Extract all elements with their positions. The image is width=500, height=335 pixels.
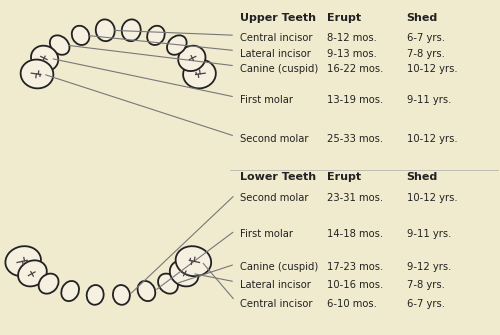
Text: Erupt: Erupt	[327, 173, 361, 183]
Text: Second molar: Second molar	[240, 193, 308, 203]
Ellipse shape	[122, 19, 141, 41]
Ellipse shape	[113, 285, 130, 305]
Text: 7-8 yrs.: 7-8 yrs.	[406, 49, 445, 59]
Ellipse shape	[147, 26, 164, 45]
Ellipse shape	[38, 274, 58, 294]
Text: 10-12 yrs.: 10-12 yrs.	[406, 134, 457, 144]
Text: 9-11 yrs.: 9-11 yrs.	[406, 95, 451, 105]
Text: 9-13 mos.: 9-13 mos.	[327, 49, 377, 59]
Ellipse shape	[96, 19, 114, 41]
Text: 9-11 yrs.: 9-11 yrs.	[406, 228, 451, 239]
Text: 6-7 yrs.: 6-7 yrs.	[406, 299, 445, 309]
Ellipse shape	[18, 260, 47, 286]
Text: Erupt: Erupt	[327, 13, 361, 23]
Ellipse shape	[178, 46, 206, 71]
Text: Lower Teeth: Lower Teeth	[240, 173, 316, 183]
Ellipse shape	[6, 246, 41, 276]
Ellipse shape	[158, 274, 178, 294]
Ellipse shape	[138, 281, 156, 301]
Text: 13-19 mos.: 13-19 mos.	[327, 95, 384, 105]
Text: 25-33 mos.: 25-33 mos.	[327, 134, 383, 144]
Text: 14-18 mos.: 14-18 mos.	[327, 228, 383, 239]
Ellipse shape	[31, 46, 58, 71]
Text: Shed: Shed	[406, 13, 438, 23]
Text: 8-12 mos.: 8-12 mos.	[327, 33, 377, 43]
Text: 17-23 mos.: 17-23 mos.	[327, 262, 384, 272]
Text: 6-7 yrs.: 6-7 yrs.	[406, 33, 445, 43]
Text: Lateral incisor: Lateral incisor	[240, 280, 311, 290]
Text: Shed: Shed	[406, 173, 438, 183]
Text: Central incisor: Central incisor	[240, 299, 312, 309]
Ellipse shape	[72, 26, 90, 45]
Text: 6-10 mos.: 6-10 mos.	[327, 299, 377, 309]
Text: 10-12 yrs.: 10-12 yrs.	[406, 193, 457, 203]
Ellipse shape	[86, 285, 104, 305]
Text: 10-16 mos.: 10-16 mos.	[327, 280, 384, 290]
Text: First molar: First molar	[240, 95, 293, 105]
Text: Canine (cuspid): Canine (cuspid)	[240, 262, 318, 272]
Text: 16-22 mos.: 16-22 mos.	[327, 64, 384, 74]
Text: 10-12 yrs.: 10-12 yrs.	[406, 64, 457, 74]
Text: First molar: First molar	[240, 228, 293, 239]
Text: Central incisor: Central incisor	[240, 33, 312, 43]
Text: 9-12 yrs.: 9-12 yrs.	[406, 262, 451, 272]
Text: Canine (cuspid): Canine (cuspid)	[240, 64, 318, 74]
Ellipse shape	[170, 260, 198, 286]
Ellipse shape	[20, 60, 54, 88]
Ellipse shape	[176, 246, 211, 276]
Ellipse shape	[50, 35, 70, 55]
Ellipse shape	[62, 281, 79, 301]
Text: 23-31 mos.: 23-31 mos.	[327, 193, 383, 203]
Ellipse shape	[167, 35, 186, 55]
Text: Upper Teeth: Upper Teeth	[240, 13, 316, 23]
Text: Second molar: Second molar	[240, 134, 308, 144]
Ellipse shape	[183, 60, 216, 88]
Text: Lateral incisor: Lateral incisor	[240, 49, 311, 59]
Text: 7-8 yrs.: 7-8 yrs.	[406, 280, 445, 290]
